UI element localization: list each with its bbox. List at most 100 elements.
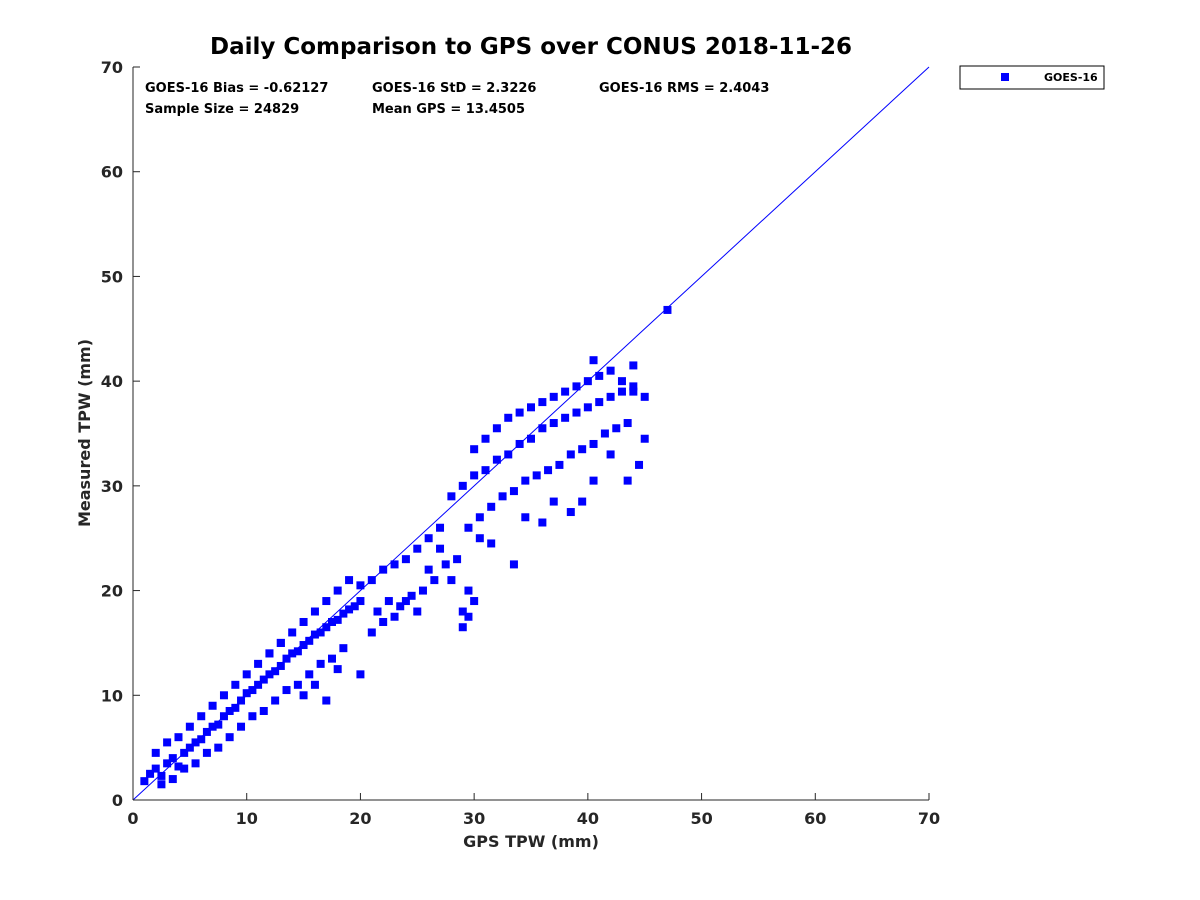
data-point (328, 654, 336, 663)
data-point (595, 398, 604, 407)
data-point (487, 502, 496, 511)
legend: GOES-16 (959, 65, 1105, 90)
data-point (401, 555, 410, 564)
data-point (356, 670, 365, 679)
data-point (163, 759, 172, 768)
data-point (663, 305, 672, 314)
data-point (282, 686, 291, 695)
chart-title: Daily Comparison to GPS over CONUS 2018-… (210, 34, 852, 60)
data-point (606, 392, 615, 401)
data-point (157, 771, 166, 780)
x-tick-label: 50 (690, 809, 712, 828)
y-tick-label: 40 (101, 372, 123, 391)
data-point (504, 413, 513, 422)
data-point (566, 450, 575, 459)
data-point (146, 769, 155, 778)
data-point (322, 623, 331, 632)
data-point (379, 617, 388, 626)
data-point (254, 659, 263, 668)
data-point (640, 392, 649, 401)
data-point (572, 382, 581, 391)
data-point (191, 759, 200, 768)
data-point (168, 775, 177, 784)
data-point (163, 738, 172, 747)
data-point (231, 680, 240, 689)
data-point (185, 722, 194, 731)
data-point (487, 539, 496, 548)
legend-box (959, 65, 1105, 90)
data-point (640, 434, 649, 443)
data-point (140, 777, 149, 786)
data-point (390, 560, 399, 569)
stat-mean-gps: Mean GPS = 13.4505 (372, 102, 525, 117)
data-point (527, 403, 535, 412)
data-point (225, 733, 234, 742)
axes: 0 10 20 30 40 50 60 70 0 10 20 30 40 50 60 70 (101, 58, 940, 828)
y-tick-label: 0 (112, 791, 123, 810)
data-point (430, 576, 439, 585)
data-point (157, 780, 166, 789)
data-point (453, 555, 462, 564)
data-point (623, 476, 632, 485)
data-point (424, 565, 433, 574)
data-point (617, 387, 626, 396)
y-tick-label: 20 (101, 582, 123, 601)
data-point (316, 628, 325, 637)
data-point (470, 597, 479, 606)
data-point (242, 689, 251, 698)
x-tick-label: 0 (127, 809, 138, 828)
data-point (333, 665, 342, 674)
stat-sample-size: Sample Size = 24829 (145, 102, 299, 117)
data-point (436, 544, 445, 553)
data-point (384, 597, 393, 606)
data-point (180, 764, 189, 773)
data-point (418, 586, 427, 595)
stat-rms: GOES-16 RMS = 2.4043 (599, 81, 769, 96)
data-point (595, 371, 604, 380)
data-point (532, 471, 541, 480)
data-point (356, 597, 365, 606)
legend-label: GOES-16 (1044, 71, 1098, 84)
data-point (498, 492, 507, 501)
data-point (350, 602, 359, 611)
data-point (333, 586, 342, 595)
data-point (231, 703, 240, 712)
data-point (629, 361, 638, 370)
stat-bias: GOES-16 Bias = -0.62127 (145, 81, 328, 96)
data-point (401, 597, 410, 606)
data-point (623, 419, 632, 428)
data-point (447, 492, 456, 501)
x-tick-label: 40 (577, 809, 599, 828)
data-point (396, 602, 405, 611)
data-point (566, 508, 575, 517)
data-point (288, 628, 297, 637)
data-point (293, 680, 302, 689)
data-point (413, 544, 422, 553)
data-point (606, 450, 615, 459)
one-to-one-line (132, 66, 930, 801)
y-tick-label: 60 (101, 163, 123, 182)
data-point (629, 382, 638, 391)
data-point (276, 661, 285, 670)
data-point (509, 487, 518, 496)
x-tick-label: 10 (236, 809, 258, 828)
scatter-points (140, 305, 672, 789)
data-point (328, 617, 336, 626)
data-point (600, 429, 609, 438)
data-point (458, 623, 467, 632)
data-point (470, 471, 479, 480)
data-point (441, 560, 450, 569)
data-point (549, 497, 558, 506)
data-point (248, 712, 257, 721)
data-point (538, 518, 547, 527)
data-point (293, 647, 302, 656)
data-point (197, 735, 206, 744)
stat-std: GOES-16 StD = 2.3226 (372, 81, 536, 96)
data-point (305, 636, 314, 645)
data-point (259, 706, 268, 715)
data-point (521, 476, 530, 485)
data-point (214, 743, 223, 752)
data-point (345, 605, 354, 614)
data-point (339, 644, 348, 653)
